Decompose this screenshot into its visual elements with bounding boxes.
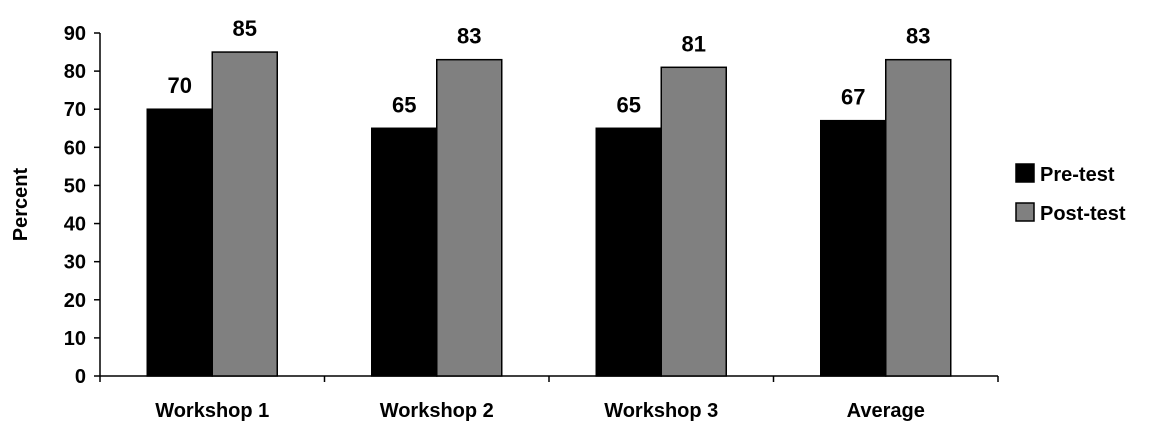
x-tick-label: Workshop 3: [604, 400, 718, 422]
legend-label: Post-test: [1040, 203, 1126, 225]
data-label: 65: [617, 92, 641, 117]
bar: [595, 127, 662, 377]
data-labels: 70 65 65 67 85 83 81 83: [168, 16, 931, 117]
data-label: 83: [457, 24, 481, 49]
legend-label: Pre-test: [1040, 164, 1115, 186]
bar: [660, 66, 727, 377]
y-axis-title: Percent: [10, 167, 32, 241]
y-tick-label: 60: [64, 137, 86, 159]
data-label: 67: [841, 85, 865, 110]
y-tick-label: 40: [64, 214, 86, 236]
legend-swatch: [1015, 202, 1035, 222]
x-tick-label: Average: [847, 400, 925, 422]
y-tick-label: 90: [64, 23, 86, 45]
data-label: 85: [233, 16, 257, 41]
bar: [820, 119, 887, 377]
bar: [211, 51, 278, 377]
data-label: 83: [906, 24, 930, 49]
data-label: 70: [168, 73, 192, 98]
x-tick-label: Workshop 1: [155, 400, 269, 422]
legend: Pre-test Post-test: [1015, 163, 1126, 225]
axes: Percent 0 10 20 30 40 50 60 70 80 90 Workshop 1 Wor…: [10, 23, 999, 422]
bar: [146, 108, 213, 377]
y-tick-label: 30: [64, 252, 86, 274]
y-tick-label: 0: [75, 366, 86, 388]
bars: [146, 51, 952, 377]
data-label: 65: [392, 92, 416, 117]
y-tick-label: 20: [64, 290, 86, 312]
legend-swatch: [1015, 163, 1035, 183]
y-tick-label: 10: [64, 328, 86, 350]
data-label: 81: [682, 31, 706, 56]
y-tick-label: 80: [64, 61, 86, 83]
bar: [885, 58, 952, 377]
bar: [436, 58, 503, 377]
bar: [371, 127, 438, 377]
x-tick-label: Workshop 2: [380, 400, 494, 422]
y-tick-label: 50: [64, 175, 86, 197]
y-tick-label: 70: [64, 99, 86, 121]
